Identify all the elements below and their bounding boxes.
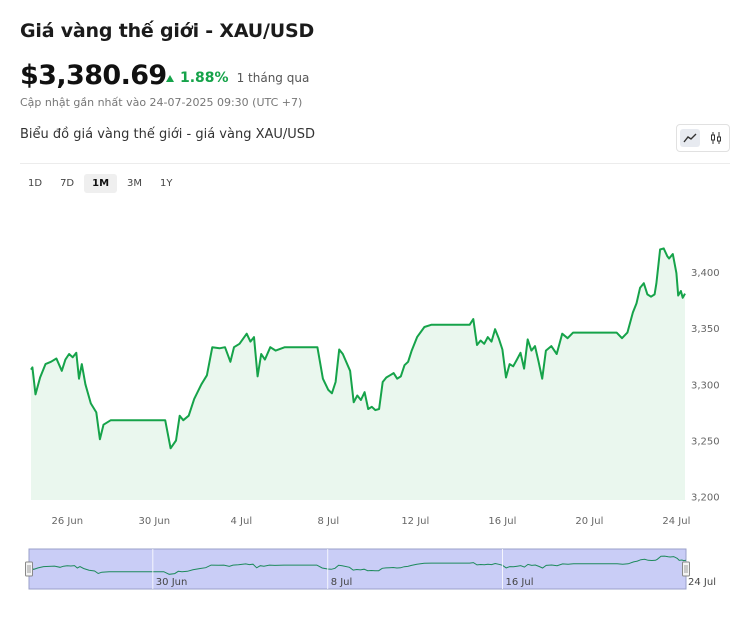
y-tick-label: 3,300 [691,380,720,391]
y-tick-label: 3,250 [691,437,720,448]
navigator-tick-label: 24 Jul [688,577,716,588]
line-chart-icon[interactable] [680,129,700,147]
y-tick-label: 3,350 [691,324,720,335]
x-tick-label: 16 Jul [488,516,516,527]
price-area [31,248,685,500]
y-tick-label: 3,200 [691,493,720,504]
range-navigator[interactable]: 30 Jun 8 Jul 16 Jul 24 Jul [25,548,716,590]
x-tick-label: 8 Jul [317,516,339,527]
range-3m[interactable]: 3M [127,178,143,189]
current-price: $3,380.69 [20,60,167,91]
x-tick-label: 26 Jun [52,516,84,527]
trend-up-icon [166,74,174,82]
navigator-left-handle[interactable] [25,561,33,577]
range-1y[interactable]: 1Y [160,178,173,189]
section-divider [20,163,730,164]
navigator-selection [28,548,687,590]
navigator-line [28,555,687,575]
change-percent: 1.88% [180,70,229,86]
x-axis: 26 Jun 30 Jun 4 Jul 8 Jul 12 Jul 16 Jul 20 Jul… [52,516,691,527]
navigator-right-handle[interactable] [682,561,690,577]
change-period: 1 tháng qua [236,71,310,85]
y-axis: 3,200 3,250 3,300 3,350 3,400 [691,268,720,504]
chart-heading: Biểu đồ giá vàng thế giới - giá vàng XAU… [20,127,316,142]
navigator-tick-label: 30 Jun [156,577,188,588]
range-7d[interactable]: 7D [60,178,75,189]
x-tick-label: 4 Jul [230,516,252,527]
x-tick-label: 12 Jul [401,516,429,527]
page-title: Giá vàng thế giới - XAU/USD [20,20,315,42]
price-change: 1.88% 1 tháng qua [166,70,309,86]
time-range-selector: 1D 7D 1M 3M 1Y [20,174,183,193]
x-tick-label: 30 Jun [139,516,171,527]
x-tick-label: 20 Jul [575,516,603,527]
price-line [30,247,686,450]
navigator-tick-label: 8 Jul [331,577,353,588]
navigator-tick-label: 16 Jul [506,577,534,588]
plot-area [30,247,686,500]
range-1m[interactable]: 1M [84,174,118,193]
last-updated: Cập nhật gần nhất vào 24-07-2025 09:30 (… [20,96,303,109]
candlestick-icon[interactable] [706,129,726,147]
x-tick-label: 24 Jul [662,516,690,527]
chart-type-toggle [676,124,730,152]
y-tick-label: 3,400 [691,268,720,279]
range-1d[interactable]: 1D [28,178,43,189]
